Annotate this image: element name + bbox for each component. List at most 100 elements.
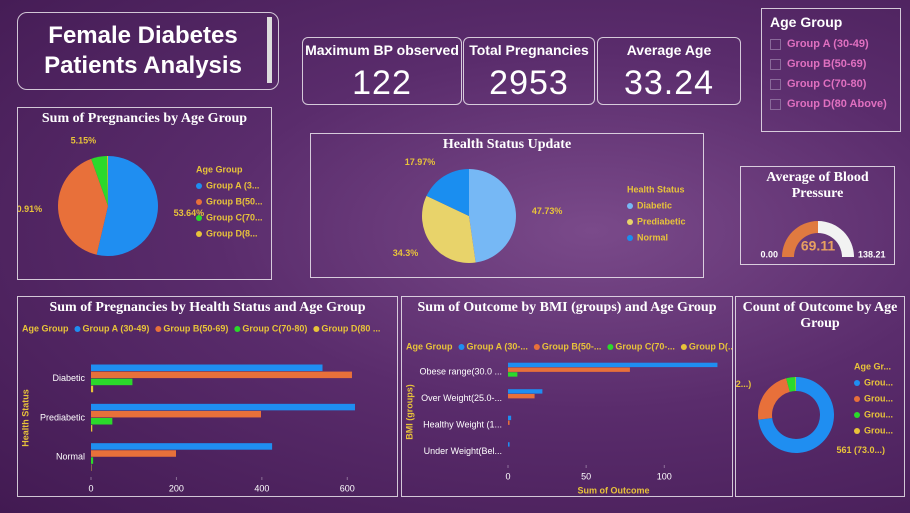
checkbox[interactable] xyxy=(770,78,781,90)
data-label: 53.64% xyxy=(174,208,205,218)
legend-label: Group C(70... xyxy=(206,212,263,222)
data-label: 5.15% xyxy=(71,135,97,145)
slicer-item-label[interactable]: Group A (30-49) xyxy=(787,38,869,50)
legend-swatch xyxy=(854,412,860,418)
chart-title: Health Status Update xyxy=(442,137,572,152)
slicer-item[interactable]: Group C(70-80) xyxy=(770,78,900,90)
legend-swatch xyxy=(196,231,202,237)
legend-swatch xyxy=(155,326,162,332)
x-tick-label: 100 xyxy=(657,471,672,481)
slicer-item-label[interactable]: Group C(70-80) xyxy=(787,78,867,90)
data-label: 47.73% xyxy=(532,206,563,216)
slicer-item[interactable]: Group B(50-69) xyxy=(770,58,900,70)
legend-swatch xyxy=(196,183,202,189)
chart-panel: Sum of Pregnancies by Age Group 53.64% 40.… xyxy=(17,107,272,280)
y-tick-label: Over Weight(25.0-... xyxy=(421,393,502,403)
legend-label: Grou... xyxy=(864,409,893,419)
bar xyxy=(508,372,518,377)
data-label: 40.91% xyxy=(18,204,42,214)
slicer-item[interactable]: Group D(80 Above) xyxy=(770,98,900,110)
legend-label: Group A (30-49) xyxy=(83,323,150,333)
data-label: 175 (2...) xyxy=(736,379,751,389)
bar xyxy=(91,385,94,393)
y-axis-title: BMI (groups) xyxy=(404,384,414,440)
kpi-card: Maximum BP observed 122 xyxy=(302,37,462,105)
legend-label: Group C(70-... xyxy=(615,341,675,351)
donut-slice xyxy=(795,377,796,392)
legend-swatch xyxy=(607,344,614,350)
legend-label: Normal xyxy=(637,232,668,242)
legend-label: Group C(70-80) xyxy=(242,323,307,333)
legend-swatch xyxy=(854,428,860,434)
pie-slice xyxy=(58,158,108,255)
x-tick-label: 600 xyxy=(340,483,355,493)
chart-title: Sum of Pregnancies by Health Status and … xyxy=(49,300,366,315)
x-axis-title: Sum of Outcome xyxy=(577,485,649,495)
pie-slice xyxy=(96,156,158,256)
y-axis-title: Health Status xyxy=(20,389,30,447)
y-tick-label: Under Weight(Bel... xyxy=(424,446,502,456)
gauge-max: 138.21 xyxy=(858,249,886,259)
x-tick-label: 200 xyxy=(169,483,184,493)
chart: 47.73% 34.3% 17.97% Health Status Diabetic Pr… xyxy=(393,157,686,263)
kpi-value: 2953 xyxy=(489,64,569,102)
kpi-label: Average Age xyxy=(626,42,712,58)
slicer: Age Group Group A (30-49) Group B(50-69) G… xyxy=(761,8,901,132)
checkbox[interactable] xyxy=(770,58,781,70)
slicer-title: Age Group xyxy=(770,14,843,30)
legend-label: Group A (3... xyxy=(206,180,259,190)
y-tick-label: Normal xyxy=(56,452,85,462)
legend-label: Group D(... xyxy=(689,341,732,351)
legend-swatch xyxy=(854,396,860,402)
legend-label: Grou... xyxy=(864,377,893,387)
legend-swatch xyxy=(533,344,540,350)
bar xyxy=(508,393,535,399)
kpi-value: 33.24 xyxy=(623,64,715,102)
legend-label: Group B(50... xyxy=(206,196,263,206)
chart-panel: Average of Blood Pressure 69.11 0.00 138.21 xyxy=(740,166,895,265)
slicer-item-label[interactable]: Group B(50-69) xyxy=(787,58,867,70)
chart-panel: Sum of Pregnancies by Health Status and … xyxy=(17,296,398,497)
legend-swatch xyxy=(627,235,633,241)
legend-swatch xyxy=(313,326,320,332)
legend-swatch xyxy=(458,344,465,350)
legend-swatch xyxy=(680,344,687,350)
kpi-label: Maximum BP observed xyxy=(305,42,459,58)
chart-title: Average of Blood Pressure xyxy=(766,170,869,201)
header: Female Diabetes Patients Analysis xyxy=(17,12,279,90)
legend-swatch xyxy=(627,219,633,225)
legend-title: Age Group xyxy=(22,323,69,333)
x-tick-label: 400 xyxy=(254,483,269,493)
chart-panel: Health Status Update 47.73% 34.3% 17.97% Hea… xyxy=(310,133,704,278)
y-tick-label: Obese range(30.0 ... xyxy=(419,367,502,377)
pie-slice xyxy=(426,169,469,216)
legend-title: Age Gr... xyxy=(854,361,891,371)
gauge-value xyxy=(782,221,819,257)
checkbox[interactable] xyxy=(770,98,781,110)
bar xyxy=(508,389,543,394)
x-tick-label: 50 xyxy=(581,471,591,481)
data-label: 561 (73.0...) xyxy=(836,445,885,455)
legend-swatch xyxy=(627,203,633,209)
bar xyxy=(91,371,352,379)
accent-bar xyxy=(267,17,272,83)
page-title: Female Diabetes Patients Analysis xyxy=(44,22,242,79)
x-tick-label: 0 xyxy=(88,483,93,493)
pie-slice xyxy=(422,195,476,263)
bar xyxy=(508,442,510,447)
bar xyxy=(91,418,113,425)
chart-title: Sum of Pregnancies by Age Group xyxy=(41,111,248,126)
bar xyxy=(91,378,133,386)
slicer-item-label[interactable]: Group D(80 Above) xyxy=(787,98,887,110)
gauge-track xyxy=(818,221,854,257)
legend-label: Diabetic xyxy=(637,200,672,210)
legend-swatch xyxy=(234,326,241,332)
checkbox[interactable] xyxy=(770,38,781,50)
bar xyxy=(91,443,273,450)
chart: Age Group Group A (30-... Group B(50-... Gr… xyxy=(404,341,732,495)
bar xyxy=(91,364,323,372)
slicer-item[interactable]: Group A (30-49) xyxy=(770,38,900,50)
legend-swatch xyxy=(74,326,81,332)
bar xyxy=(91,403,355,411)
